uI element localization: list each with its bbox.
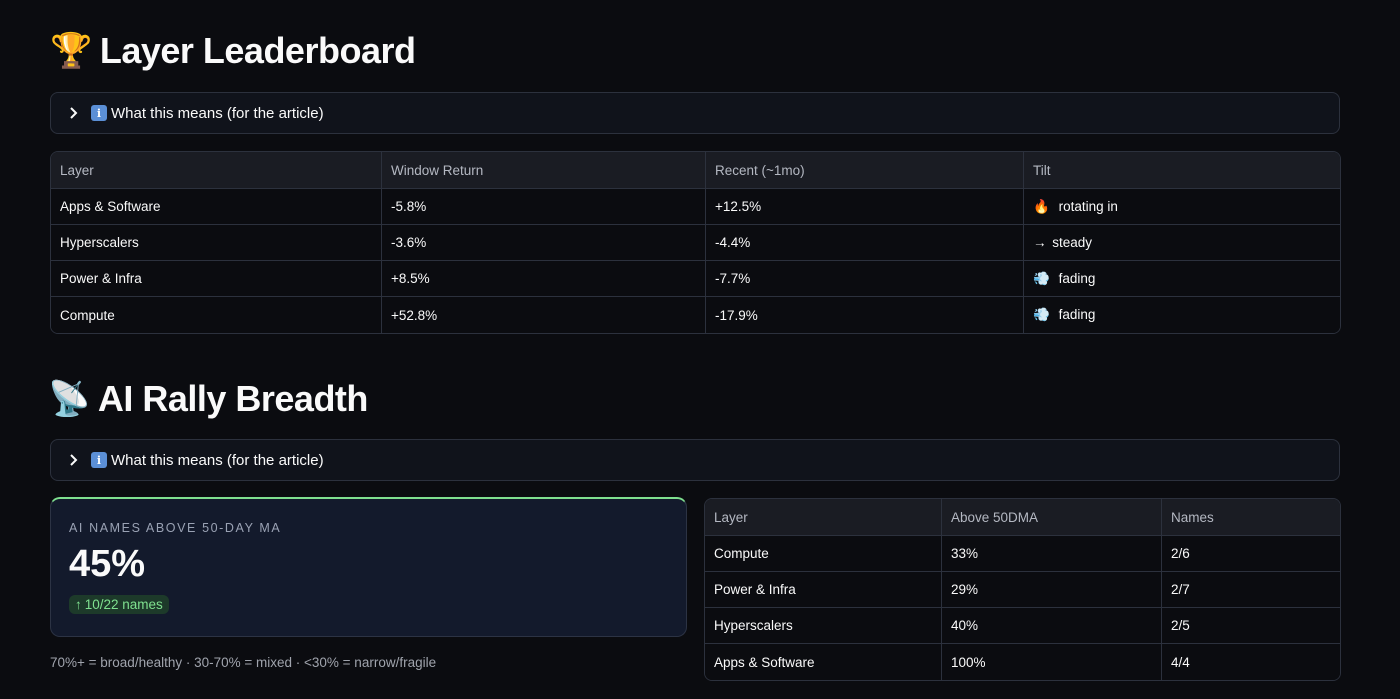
leaderboard-title-text: Layer Leaderboard [99,30,416,71]
trophy-icon: 🏆 [50,32,92,70]
cell-layer[interactable]: Power & Infra [705,572,942,608]
cell-tilt[interactable]: 💨 fading [1024,261,1340,297]
cell-names[interactable]: 2/6 [1162,536,1340,572]
column-header-recent[interactable]: Recent (~1mo) [706,152,1024,189]
table-row: Power & Infra 29% 2/7 [705,572,1340,608]
tilt-label: rotating in [1058,198,1118,214]
table-row: Hyperscalers -3.6% -4.4% → steady [51,225,1340,261]
cell-window-return[interactable]: +8.5% [382,261,706,297]
column-header-layer[interactable]: Layer [705,499,942,536]
table-header-row: Layer Window Return Recent (~1mo) Tilt [51,152,1340,189]
cell-layer[interactable]: Compute [51,297,382,333]
info-icon: i [91,105,107,121]
breadth-title: 📡 AI Rally Breadth [48,378,368,420]
tilt-label: steady [1052,235,1093,250]
metric-delta-badge: ↑ 10/22 names [69,595,169,614]
metric-label: AI NAMES ABOVE 50-DAY MA [69,521,282,535]
chevron-right-icon [67,107,81,119]
arrow-up-icon: ↑ [75,597,82,612]
cell-tilt[interactable]: 🔥 rotating in [1024,189,1340,225]
cell-layer[interactable]: Hyperscalers [705,608,942,644]
column-header-layer[interactable]: Layer [51,152,382,189]
cell-layer[interactable]: Apps & Software [705,644,942,680]
cell-window-return[interactable]: -5.8% [382,189,706,225]
breadth-title-text: AI Rally Breadth [97,378,369,419]
breadth-expander[interactable]: i What this means (for the article) [50,439,1340,481]
cell-layer[interactable]: Hyperscalers [51,225,382,261]
tilt-label: fading [1058,270,1096,286]
cell-names[interactable]: 2/5 [1162,608,1340,644]
chevron-right-icon [67,454,81,466]
table-header-row: Layer Above 50DMA Names [705,499,1340,536]
cell-layer[interactable]: Apps & Software [51,189,382,225]
leaderboard-title: 🏆 Layer Leaderboard [50,30,416,72]
cell-above-50dma[interactable]: 40% [942,608,1162,644]
metric-value: 45% [69,543,146,585]
column-header-above-50dma[interactable]: Above 50DMA [942,499,1162,536]
satellite-dish-icon: 📡 [48,380,90,418]
cell-names[interactable]: 2/7 [1162,572,1340,608]
column-header-window-return[interactable]: Window Return [382,152,706,189]
info-icon: i [91,452,107,468]
cell-recent[interactable]: -4.4% [706,225,1024,261]
metric-delta-text: 10/22 names [84,597,163,612]
cell-recent[interactable]: +12.5% [706,189,1024,225]
wind-icon: 💨 [1033,270,1050,286]
wind-icon: 💨 [1033,307,1050,322]
tilt-label: fading [1058,307,1096,322]
cell-above-50dma[interactable]: 33% [942,536,1162,572]
cell-recent[interactable]: -7.7% [706,261,1024,297]
cell-layer[interactable]: Compute [705,536,942,572]
table-row: Compute +52.8% -17.9% 💨 fading [51,297,1340,333]
cell-names[interactable]: 4/4 [1162,644,1340,680]
breadth-metric-card: AI NAMES ABOVE 50-DAY MA 45% ↑ 10/22 nam… [50,497,687,637]
cell-window-return[interactable]: -3.6% [382,225,706,261]
column-header-names[interactable]: Names [1162,499,1340,536]
cell-above-50dma[interactable]: 29% [942,572,1162,608]
expander-label: What this means (for the article) [111,451,324,469]
table-row: Power & Infra +8.5% -7.7% 💨 fading [51,261,1340,297]
cell-tilt[interactable]: → steady [1024,225,1340,261]
leaderboard-expander[interactable]: i What this means (for the article) [50,92,1340,134]
leaderboard-table: Layer Window Return Recent (~1mo) Tilt A… [50,151,1341,334]
cell-above-50dma[interactable]: 100% [942,644,1162,680]
cell-window-return[interactable]: +52.8% [382,297,706,333]
cell-tilt[interactable]: 💨 fading [1024,297,1340,333]
cell-recent[interactable]: -17.9% [706,297,1024,333]
table-row: Compute 33% 2/6 [705,536,1340,572]
table-row: Apps & Software 100% 4/4 [705,644,1340,680]
table-row: Hyperscalers 40% 2/5 [705,608,1340,644]
table-row: Apps & Software -5.8% +12.5% 🔥 rotating … [51,189,1340,225]
breadth-caption: 70%+ = broad/healthy · 30-70% = mixed · … [50,655,437,670]
arrow-right-icon: → [1033,235,1047,250]
cell-layer[interactable]: Power & Infra [51,261,382,297]
column-header-tilt[interactable]: Tilt [1024,152,1340,189]
expander-label: What this means (for the article) [111,104,324,122]
breadth-table: Layer Above 50DMA Names Compute 33% 2/6 … [704,498,1341,681]
fire-icon: 🔥 [1033,198,1050,214]
